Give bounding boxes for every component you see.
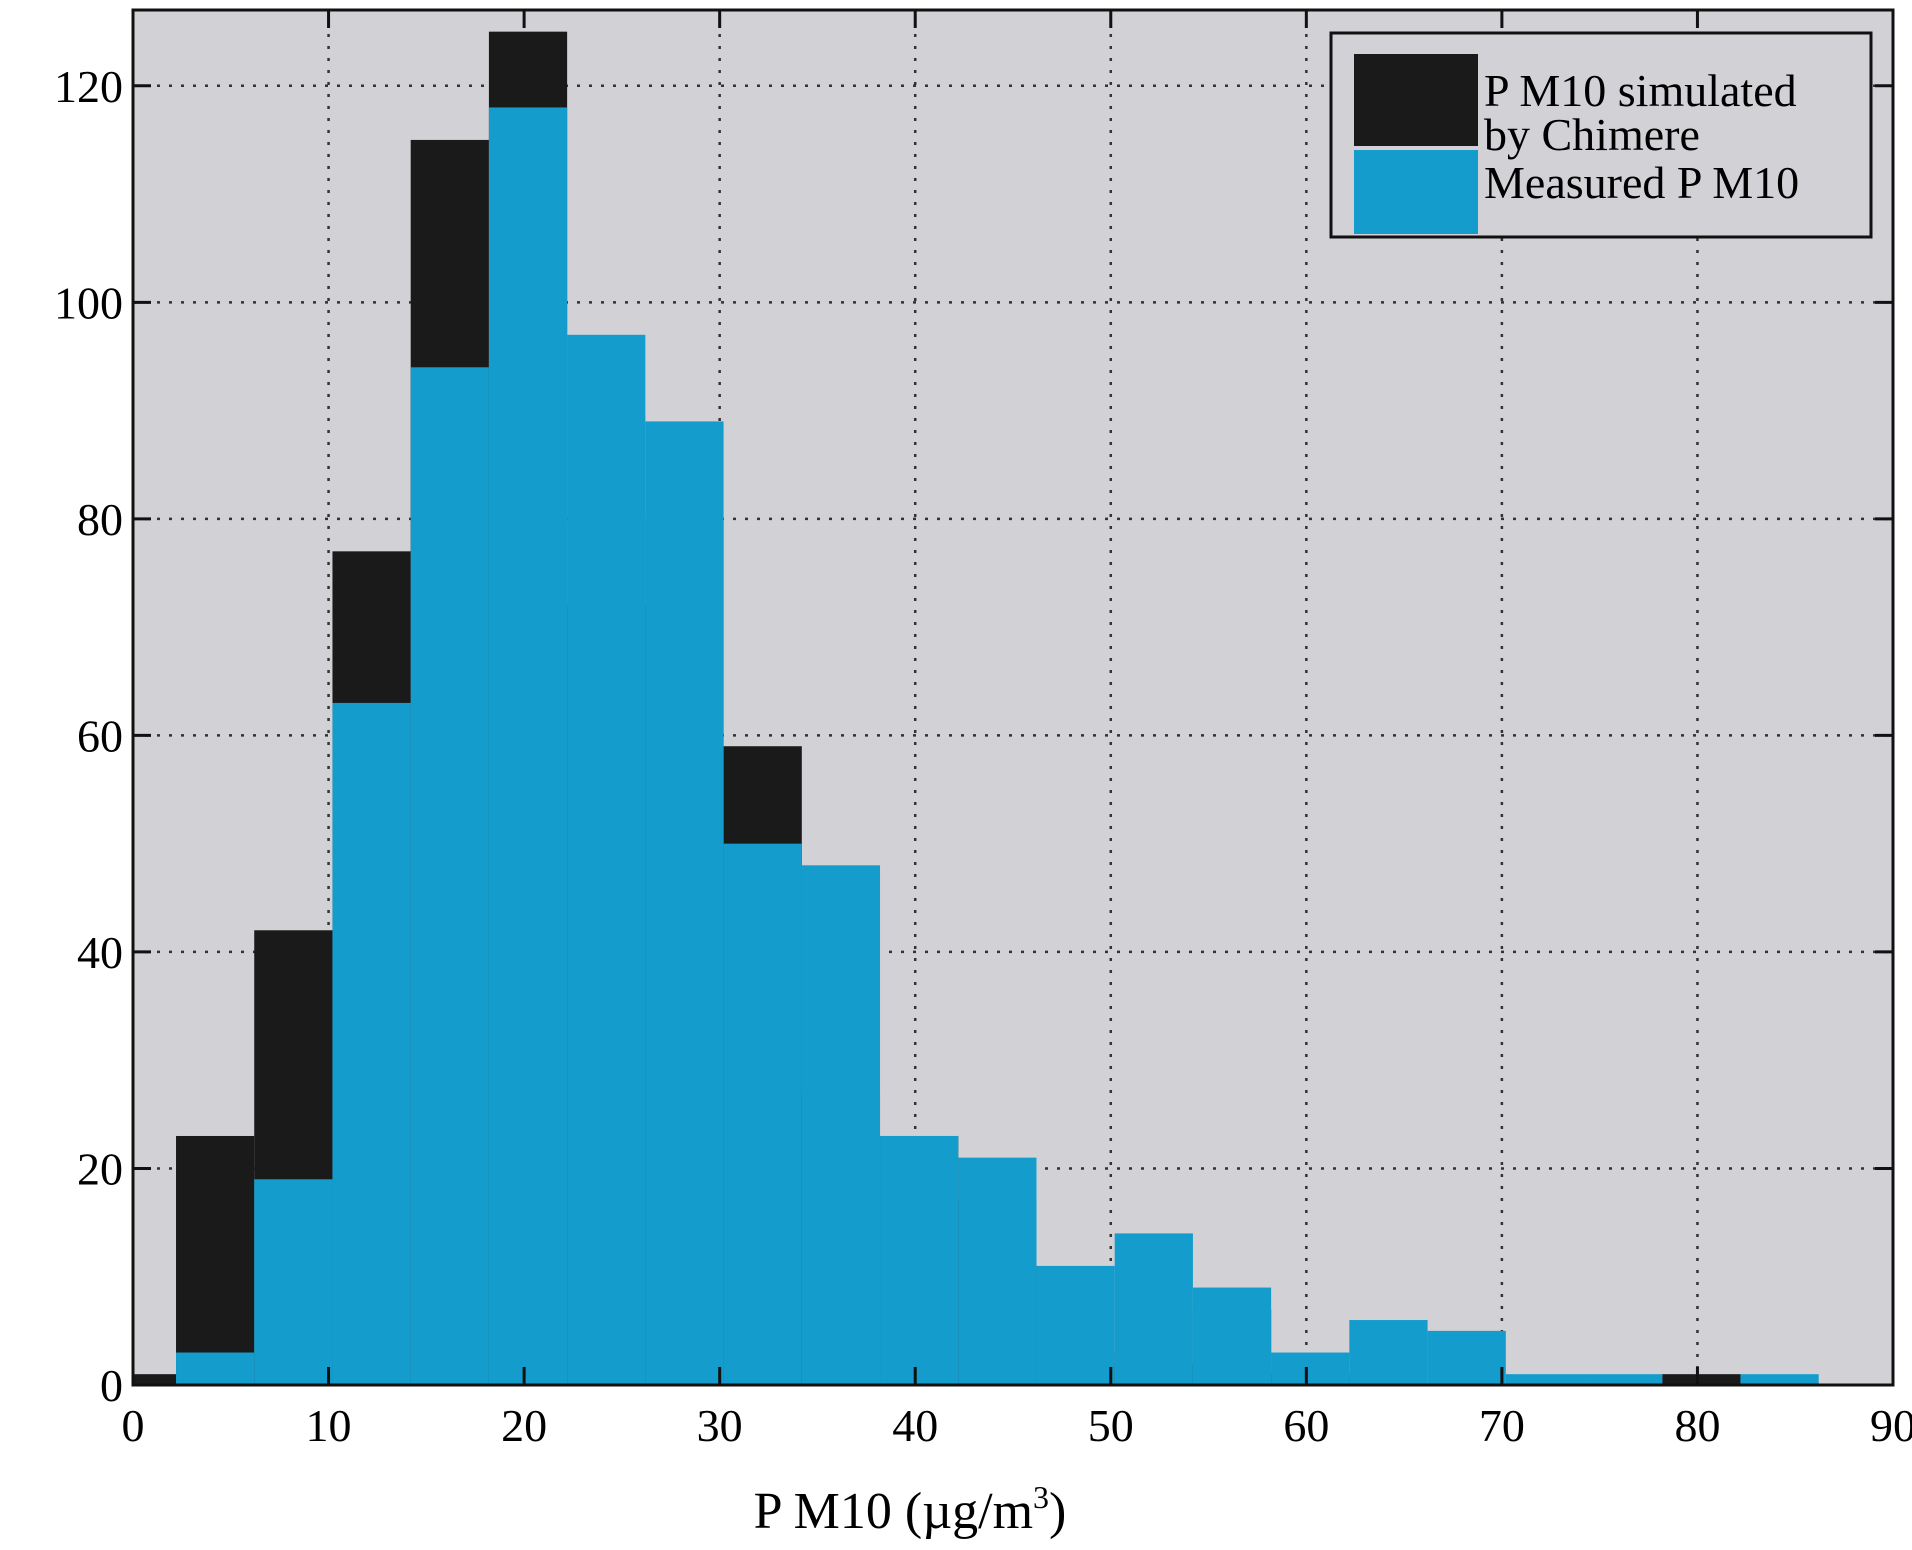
legend: P M10 simulated by Chimere Measured P M1… xyxy=(1329,31,1873,239)
x-tick-label: 90 xyxy=(1870,1400,1912,1451)
y-tick-label: 60 xyxy=(77,710,123,761)
measured-bar xyxy=(567,334,646,1385)
measured-bar xyxy=(723,843,802,1385)
x-tick-label: 40 xyxy=(892,1400,938,1451)
grid-lines xyxy=(133,10,1893,1385)
measured-bar xyxy=(1349,1320,1428,1385)
y-tick-label: 20 xyxy=(77,1143,123,1194)
y-tick-label: 100 xyxy=(54,277,123,328)
x-tick-label: 20 xyxy=(501,1400,547,1451)
simulated-bar xyxy=(1662,1374,1741,1385)
measured-bar xyxy=(1505,1374,1585,1385)
measured-bar xyxy=(1427,1330,1506,1385)
measured-bar xyxy=(801,865,881,1385)
measured-bar xyxy=(880,1135,959,1385)
plot-area-border xyxy=(131,8,1895,1387)
x-axis-tick-labels: 0 10 20 30 40 50 60 70 80 90 xyxy=(122,1400,1912,1451)
legend-swatch-measured xyxy=(1354,150,1478,234)
x-axis-title-main: P M10 (µg/m xyxy=(754,1483,1033,1540)
x-axis-title: P M10 (µg/m3) xyxy=(754,1479,1067,1540)
measured-bar xyxy=(958,1157,1037,1385)
measured-bar xyxy=(488,107,568,1386)
x-axis-title-close: ) xyxy=(1049,1483,1066,1540)
simulated-bar xyxy=(176,1135,255,1385)
x-tick-label: 60 xyxy=(1283,1400,1329,1451)
x-axis-title-superscript: 3 xyxy=(1033,1479,1049,1515)
x-tick-label: 80 xyxy=(1674,1400,1720,1451)
measured-bar xyxy=(1271,1352,1350,1385)
axis-tick-marks xyxy=(131,10,1895,1387)
x-tick-label: 50 xyxy=(1088,1400,1134,1451)
measured-bar xyxy=(1584,1374,1663,1385)
legend-label-simulated-line2: by Chimere xyxy=(1484,109,1700,160)
x-tick-label: 30 xyxy=(697,1400,743,1451)
measured-bar xyxy=(332,702,411,1385)
y-tick-label: 40 xyxy=(77,927,123,978)
legend-swatch-simulated xyxy=(1354,54,1478,146)
measured-bar xyxy=(176,1352,255,1385)
measured-bar xyxy=(410,367,489,1386)
measured-bar xyxy=(1036,1265,1115,1385)
y-tick-label: 80 xyxy=(77,494,123,545)
x-tick-label: 70 xyxy=(1479,1400,1525,1451)
measured-bar xyxy=(1192,1287,1272,1385)
x-tick-label: 10 xyxy=(306,1400,352,1451)
measured-bar xyxy=(1114,1233,1193,1385)
measured-bar xyxy=(645,421,724,1385)
measured-series-bars xyxy=(176,107,1819,1386)
x-tick-label: 0 xyxy=(122,1400,145,1451)
y-axis-tick-labels: 0 20 40 60 80 100 120 xyxy=(54,61,123,1411)
measured-bar xyxy=(254,1179,333,1385)
y-tick-label: 120 xyxy=(54,61,123,112)
legend-label-measured: Measured P M10 xyxy=(1484,157,1799,208)
y-tick-label: 0 xyxy=(100,1360,123,1411)
legend-label-simulated-line1: P M10 simulated xyxy=(1484,65,1797,116)
simulated-bar xyxy=(133,1374,177,1385)
measured-bar xyxy=(1740,1374,1819,1385)
